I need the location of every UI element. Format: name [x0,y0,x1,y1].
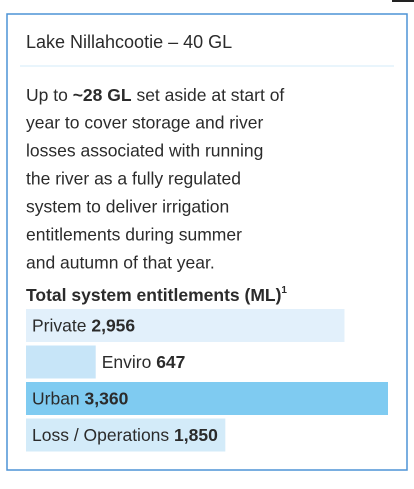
text: Up to [26,85,68,105]
value-label: 2,956 [91,315,135,335]
bars: Private 2,956 Enviro 647 Urban 3,360 Loss /… [26,309,388,452]
description-line: and autumn of that year. [26,253,215,273]
value-label: 3,360 [85,388,129,408]
chart-subtitle: Total system entitlements (ML)1 [26,285,287,305]
category-label: Enviro [102,352,152,372]
bar-label: Private 2,956 [32,315,135,335]
category-label: Private [32,315,86,335]
highlight: ~28 GL [73,85,132,105]
bar-label: Enviro 647 [102,352,186,372]
value-label: 1,850 [174,425,218,445]
category-label: Urban [32,388,80,408]
description-line: losses associated with running [26,141,263,161]
description-line: entitlements during summer [26,225,242,245]
bar [26,309,345,342]
card-title: Lake Nillahcootie – 40 GL [26,32,232,52]
description-line: Up to ~28 GL set aside at start of [26,85,284,105]
bar [26,382,388,415]
bar [26,418,226,452]
description-line: system to deliver irrigation [26,197,229,217]
bar-label: Loss / Operations 1,850 [32,425,218,445]
category-label: Loss / Operations [32,425,169,445]
footnote-mark: 1 [281,285,287,296]
text: Total system entitlements (ML) [26,285,281,305]
description-line: the river as a fully regulated [26,169,241,189]
bar [26,345,96,379]
description: year to cover storage and river losses as… [26,113,264,273]
bar-label: Urban 3,360 [32,388,129,408]
value-label: 647 [156,352,185,372]
text: set aside at start of [136,85,284,105]
description-line: year to cover storage and river [26,113,264,133]
